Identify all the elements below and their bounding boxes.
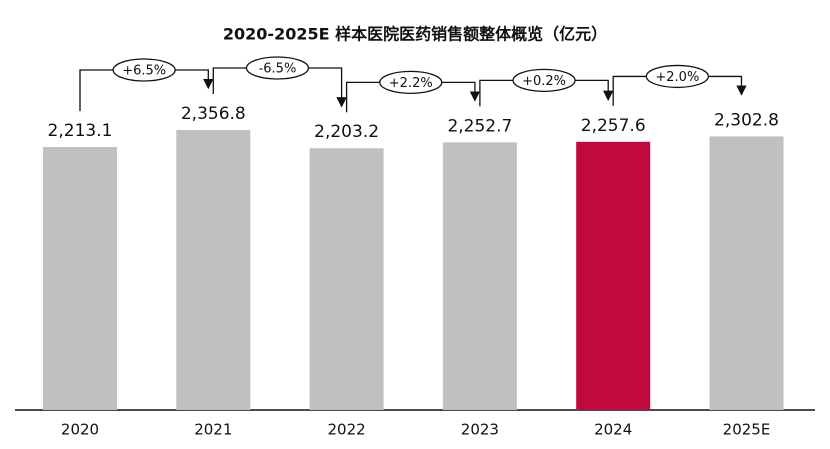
bar — [709, 136, 784, 411]
growth-label: +6.5% — [122, 64, 166, 79]
bar — [442, 142, 517, 410]
bar — [176, 130, 251, 410]
bar — [43, 147, 117, 410]
value-label: 2,302.8 — [714, 110, 779, 130]
growth-bubble — [379, 70, 443, 95]
chart-title: 2020-2025E 样本医院医药销售额整体概览（亿元） — [223, 25, 607, 44]
value-label: 2,252.7 — [447, 116, 512, 136]
x-tick-label: 2023 — [461, 421, 499, 439]
growth-label: +2.2% — [389, 76, 433, 91]
x-tick-label: 2024 — [594, 421, 632, 439]
growth-bubble — [112, 58, 176, 82]
x-tick-label: 2025E — [723, 421, 771, 439]
growth-bubble — [245, 56, 310, 80]
value-label: 2,213.1 — [48, 121, 113, 141]
bar — [576, 141, 651, 411]
growth-bubble — [512, 68, 576, 93]
value-label: 2,203.2 — [314, 122, 379, 142]
growth-label: +2.0% — [655, 70, 699, 85]
x-tick-label: 2020 — [61, 421, 99, 439]
value-label: 2,356.8 — [181, 104, 246, 124]
value-label: 2,257.6 — [581, 116, 646, 136]
growth-label: -6.5% — [259, 62, 297, 77]
growth-label: +0.2% — [522, 74, 566, 89]
bar — [309, 148, 384, 410]
x-tick-label: 2021 — [194, 421, 232, 439]
growth-bubble — [645, 64, 709, 89]
x-tick-label: 2022 — [328, 421, 366, 439]
